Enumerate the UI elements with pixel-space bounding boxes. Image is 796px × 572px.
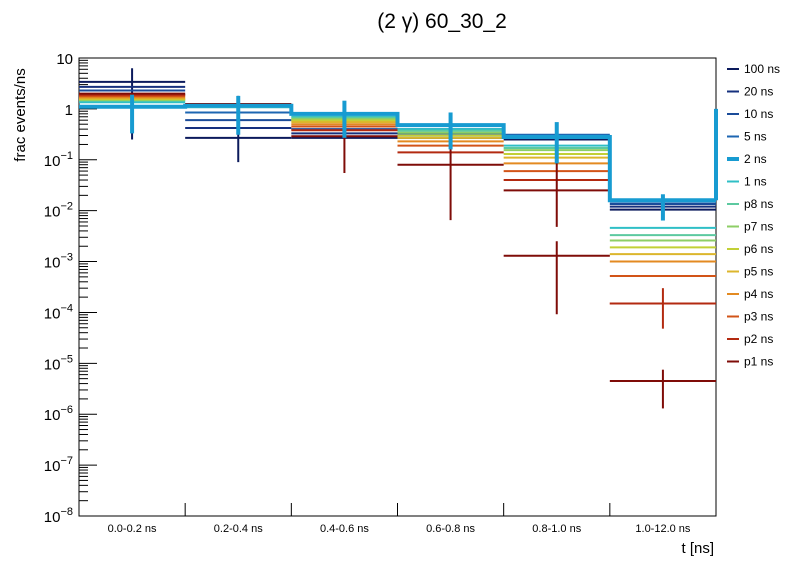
x-tick-label: 0.6-0.8 ns [426,523,475,535]
legend-label: 20 ns [744,85,773,99]
legend-item: p8 ns [727,197,773,211]
legend-label: p5 ns [744,265,773,279]
legend-label: p3 ns [744,310,773,324]
y-tick-label: 10−7 [44,455,73,475]
legend-item: 10 ns [727,107,773,121]
legend-item: 2 ns [727,152,767,166]
legend-label: 2 ns [744,152,767,166]
legend-item: p2 ns [727,332,773,346]
y-tick-label: 10 [56,51,73,68]
series-5-ns [79,93,716,203]
y-tick-label: 1 [65,102,73,119]
legend-item: p3 ns [727,310,773,324]
x-tick-label: 0.4-0.6 ns [320,523,369,535]
legend-label: p4 ns [744,287,773,301]
chart-title: (2 γ) 60_30_2 [377,10,507,33]
legend-item: 1 ns [727,175,767,189]
series-2-ns-step-line [79,103,716,203]
x-axis-label: t [ns] [681,540,714,557]
legend-label: p2 ns [744,332,773,346]
legend-item: p6 ns [727,242,773,256]
legend-item: 20 ns [727,85,773,99]
y-tick-label: 10−8 [44,506,73,526]
y-tick-label: 10−3 [44,252,73,272]
legend-label: 10 ns [744,107,773,121]
x-tick-label: 0.8-1.0 ns [532,523,581,535]
y-tick-label: 10−4 [44,302,73,322]
x-tick-label: 0.0-0.2 ns [108,523,157,535]
y-tick-label: 10−1 [44,150,73,170]
legend-label: p7 ns [744,220,773,234]
y-axis-label: frac events/ns [12,68,29,161]
legend-label: 100 ns [744,62,780,76]
legend-item: p7 ns [727,220,773,234]
y-tick-label: 10−5 [44,353,73,373]
legend-item: 5 ns [727,130,767,144]
legend-item: 100 ns [727,62,780,76]
legend-item: p1 ns [727,355,773,369]
legend-label: 1 ns [744,175,767,189]
legend-item: p4 ns [727,287,773,301]
y-tick-label: 10−2 [44,201,73,221]
x-tick-label: 1.0-12.0 ns [635,523,691,535]
series-extra-14 [503,241,610,315]
x-tick-label: 0.2-0.4 ns [214,523,263,535]
legend-label: 5 ns [744,130,767,144]
series-extra-15 [609,288,716,329]
y-tick-label: 10−6 [44,404,73,424]
legend-label: p6 ns [744,242,773,256]
series-100-ns [79,68,716,211]
plot-area: 10 1 10−1 10−2 10−3 10−4 10−5 10−6 10−7 10−8 0.0-0… [44,51,718,535]
legend-label: p8 ns [744,197,773,211]
legend-label: p1 ns [744,355,773,369]
legend: 100 ns 20 ns 10 ns 5 ns 2 ns 1 ns p8 ns p7 ns p6… [727,62,780,369]
legend-item: p5 ns [727,265,773,279]
series-2-ns [79,94,718,221]
